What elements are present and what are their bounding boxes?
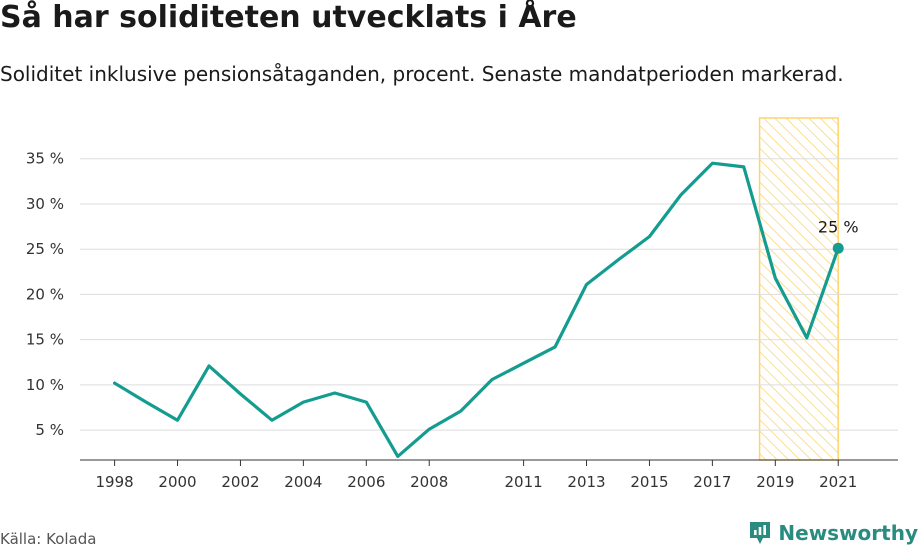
chart-title: Så har soliditeten utvecklats i Åre: [0, 0, 577, 35]
brand-name: Newsworthy: [778, 521, 918, 545]
x-tick-label: 2019: [756, 473, 794, 491]
brand-logo: Newsworthy: [748, 520, 918, 546]
y-tick-label: 25 %: [26, 240, 64, 258]
series-line: [112, 161, 840, 458]
y-tick-label: 10 %: [26, 376, 64, 394]
y-tick-label: 30 %: [26, 195, 64, 213]
data-label: 25 %: [818, 217, 859, 236]
x-tick-label: 2013: [567, 473, 605, 491]
x-tick-label: 2021: [819, 473, 857, 491]
source-label: Källa: Kolada: [0, 530, 97, 548]
x-tick-label: 2006: [347, 473, 385, 491]
x-tick-label: 2000: [158, 473, 196, 491]
highlight-period: [758, 117, 839, 461]
x-tick-label: 2011: [505, 473, 543, 491]
x-tick-label: 2002: [221, 473, 259, 491]
y-tick-label: 5 %: [35, 421, 64, 439]
x-tick-label: 2008: [410, 473, 448, 491]
x-tick-label: 2004: [284, 473, 322, 491]
chart-subtitle: Soliditet inklusive pensionsåtaganden, p…: [0, 62, 844, 86]
x-tick-label: 2015: [630, 473, 668, 491]
x-tick-label: 2017: [693, 473, 731, 491]
newsworthy-icon: [750, 522, 771, 544]
data-point-2021: [832, 242, 844, 254]
y-tick-label: 15 %: [26, 331, 64, 349]
x-tick-label: 1998: [96, 473, 134, 491]
y-tick-label: 20 %: [26, 285, 64, 303]
y-tick-label: 35 %: [26, 150, 64, 168]
